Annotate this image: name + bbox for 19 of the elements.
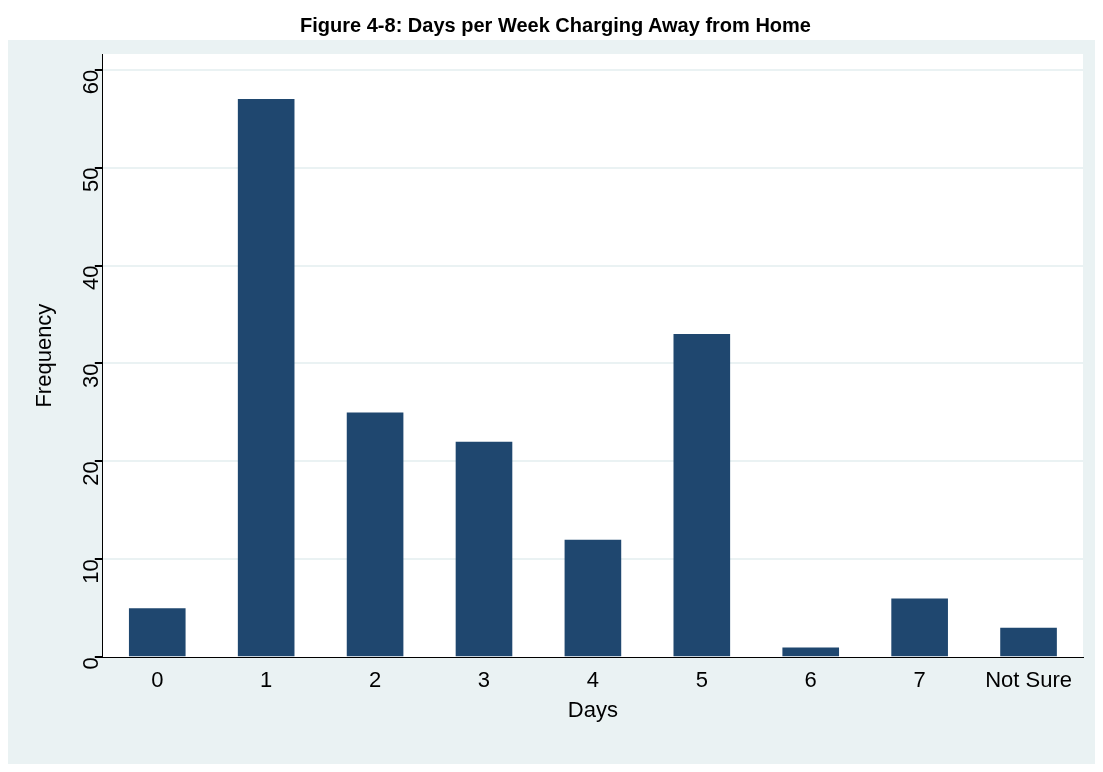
x-tick-label: 4: [586, 667, 600, 693]
y-tick-label: 20: [77, 461, 103, 486]
y-tick-label: 0: [77, 657, 103, 670]
x-tick-label: 0: [151, 667, 164, 693]
y-tick-label: 60: [77, 69, 103, 95]
x-axis-title: Days: [567, 696, 618, 722]
x-tick-label: 6: [804, 667, 817, 693]
x-tick-label: 2: [368, 667, 382, 693]
x-tick-label: 3: [477, 667, 491, 693]
y-tick-label: 30: [77, 363, 103, 388]
chart-title: Figure 4-8: Days per Week Charging Away from Home: [300, 13, 811, 36]
y-tick-label: 10: [77, 559, 103, 584]
x-tick-label: 5: [695, 667, 708, 693]
y-tick-label: 40: [77, 265, 103, 290]
x-tick-label: 7: [913, 667, 926, 693]
y-tick-label: 50: [77, 167, 103, 193]
x-tick-label: Not Sure: [985, 667, 1072, 693]
x-tick-label: 1: [260, 667, 273, 693]
y-axis-title: Frequency: [31, 303, 57, 408]
